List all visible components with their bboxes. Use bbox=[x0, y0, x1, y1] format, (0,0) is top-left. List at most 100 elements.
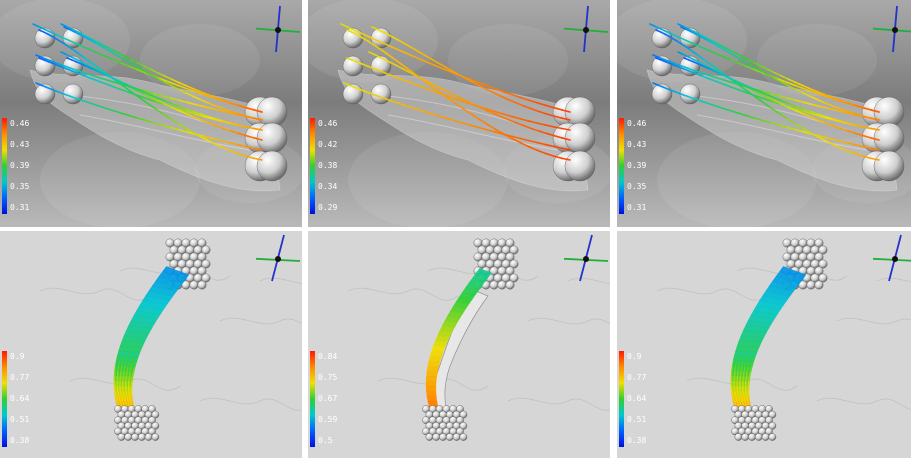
orientation-axes-icon bbox=[872, 234, 911, 282]
scale-tick-label: 0.43 bbox=[627, 140, 647, 149]
electrode-sphere bbox=[459, 421, 468, 430]
electrode-sphere bbox=[814, 266, 824, 276]
electrode-sphere bbox=[806, 280, 816, 290]
render-view bbox=[308, 0, 610, 227]
tract-surface bbox=[646, 69, 898, 192]
electrode-sphere bbox=[505, 280, 515, 290]
electrode-sphere bbox=[768, 421, 777, 430]
electrode-sphere bbox=[509, 273, 519, 283]
electrode-sphere bbox=[505, 252, 515, 262]
electrode-sphere bbox=[873, 150, 905, 182]
electrode-sphere bbox=[765, 416, 773, 424]
render-view bbox=[617, 231, 911, 458]
electrode-sphere bbox=[814, 280, 824, 290]
scale-tick-label: 0.31 bbox=[627, 203, 647, 212]
scale-tick-label: 0.5 bbox=[318, 436, 333, 445]
electrode-sphere bbox=[197, 238, 207, 248]
scale-tick-label: 0.46 bbox=[627, 119, 647, 128]
electrode-sphere bbox=[456, 427, 464, 436]
scale-tick-label: 0.77 bbox=[10, 373, 30, 382]
scale-tick-label: 0.38 bbox=[627, 436, 647, 445]
electrode-sphere bbox=[256, 150, 288, 182]
tract-surface bbox=[29, 69, 281, 192]
electrode-sphere bbox=[131, 433, 139, 441]
scale-tick-label: 0.9 bbox=[10, 352, 25, 361]
scale-tick-label: 0.67 bbox=[318, 394, 338, 403]
color-scale-bar bbox=[310, 351, 315, 447]
electrode-sphere bbox=[818, 273, 828, 283]
electrode-sphere bbox=[505, 266, 515, 276]
scale-tick-label: 0.51 bbox=[627, 415, 647, 424]
electrode-sphere bbox=[117, 433, 126, 441]
scale-tick-label: 0.46 bbox=[10, 119, 30, 128]
electrode-sphere bbox=[509, 259, 519, 269]
electrode-sphere bbox=[754, 433, 763, 441]
scale-tick-label: 0.31 bbox=[10, 203, 30, 212]
panel-bottom-middle: 0.84 0.75 0.67 0.59 0.5 bbox=[308, 231, 610, 458]
orientation-axes-icon bbox=[563, 5, 609, 53]
scale-tick-label: 0.64 bbox=[10, 394, 30, 403]
color-scale-bar bbox=[310, 118, 315, 214]
electrode-sphere bbox=[342, 27, 364, 49]
electrode-sphere bbox=[741, 433, 749, 441]
panel-top-middle: 0.46 0.42 0.38 0.34 0.29 bbox=[308, 0, 610, 227]
color-scale-bar bbox=[2, 118, 7, 214]
scale-tick-label: 0.29 bbox=[318, 203, 338, 212]
electrode-sphere bbox=[765, 427, 773, 436]
electrode-sphere bbox=[148, 405, 156, 413]
electrode-sphere bbox=[818, 245, 828, 255]
electrode-sphere bbox=[505, 238, 515, 248]
scale-tick-label: 0.64 bbox=[627, 394, 647, 403]
scale-tick-label: 0.34 bbox=[318, 182, 338, 191]
electrode-sphere bbox=[818, 259, 828, 269]
render-view bbox=[0, 231, 302, 458]
scale-tick-label: 0.84 bbox=[318, 352, 338, 361]
scale-tick-label: 0.38 bbox=[318, 161, 338, 170]
scale-tick-label: 0.77 bbox=[627, 373, 647, 382]
electrode-sphere bbox=[564, 150, 596, 182]
color-scale-bar bbox=[619, 118, 624, 214]
electrode-sphere bbox=[197, 280, 207, 290]
electrode-sphere bbox=[425, 433, 434, 441]
electrode-sphere bbox=[564, 122, 596, 154]
orientation-axes-icon bbox=[255, 234, 301, 282]
electrode-sphere bbox=[734, 433, 743, 441]
electrode-sphere bbox=[761, 433, 770, 441]
orientation-axes-icon bbox=[563, 234, 609, 282]
electrode-sphere bbox=[651, 27, 673, 49]
scale-tick-label: 0.42 bbox=[318, 140, 338, 149]
electrode-sphere bbox=[256, 122, 288, 154]
orientation-axes-icon bbox=[872, 5, 911, 53]
electrode-sphere bbox=[459, 410, 468, 419]
electrode-sphere bbox=[197, 252, 207, 262]
scale-tick-label: 0.51 bbox=[10, 415, 30, 424]
electrode-sphere bbox=[124, 433, 132, 441]
electrode-sphere bbox=[151, 421, 160, 430]
electrode-sphere bbox=[201, 259, 211, 269]
electrode-sphere bbox=[456, 405, 464, 413]
electrode-sphere bbox=[768, 410, 777, 419]
scale-tick-label: 0.9 bbox=[627, 352, 642, 361]
scale-tick-label: 0.38 bbox=[10, 436, 30, 445]
tract-surface bbox=[337, 69, 589, 192]
render-view bbox=[617, 0, 911, 227]
electrode-sphere bbox=[189, 280, 199, 290]
electrode-sphere bbox=[509, 245, 519, 255]
electrode-sphere bbox=[151, 433, 160, 441]
scale-tick-label: 0.43 bbox=[10, 140, 30, 149]
electrode-sphere bbox=[456, 416, 464, 424]
panel-top-right: 0.46 0.43 0.39 0.35 0.31 bbox=[617, 0, 911, 227]
panel-bottom-right: 0.9 0.77 0.64 0.51 0.38 bbox=[617, 231, 911, 458]
electrode-sphere bbox=[873, 122, 905, 154]
electrode-sphere bbox=[137, 433, 146, 441]
scale-tick-label: 0.39 bbox=[10, 161, 30, 170]
electrode-sphere bbox=[765, 405, 773, 413]
electrode-sphere bbox=[768, 433, 777, 441]
electrode-sphere bbox=[439, 433, 447, 441]
render-view bbox=[308, 231, 610, 458]
electrode-sphere bbox=[445, 433, 454, 441]
electrode-sphere bbox=[34, 27, 56, 49]
electrode-sphere bbox=[148, 427, 156, 436]
panel-top-left: 0.46 0.43 0.39 0.35 0.31 bbox=[0, 0, 302, 227]
electrode-sphere bbox=[432, 433, 440, 441]
